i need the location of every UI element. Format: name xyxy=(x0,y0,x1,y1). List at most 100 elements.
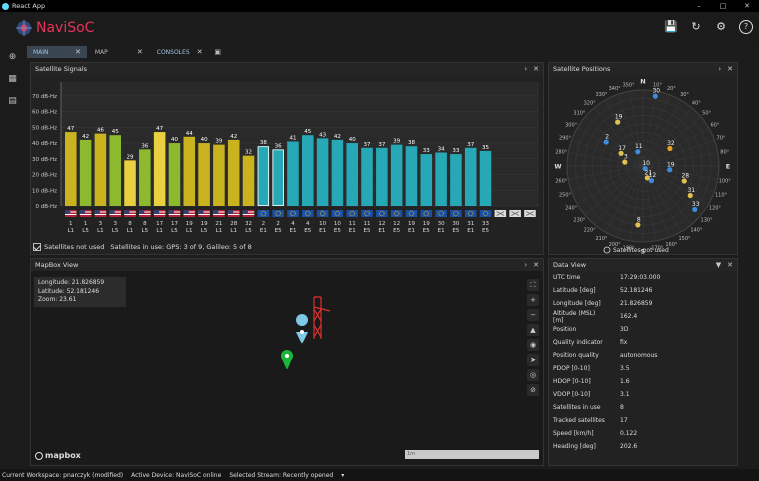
satellite-dot xyxy=(652,93,658,99)
center-icon[interactable]: ◎ xyxy=(527,369,539,381)
signal-bar xyxy=(198,143,210,206)
signal-bar xyxy=(390,144,403,206)
chevron-right-icon[interactable]: › xyxy=(524,65,528,73)
satellite-id-label: 17 xyxy=(156,221,163,227)
bar-value-label: 39 xyxy=(215,139,222,145)
signals-icon[interactable]: ▦ xyxy=(8,74,17,84)
satellite-id-label: 3 xyxy=(99,221,103,227)
row-value: 17:29:03.000 xyxy=(620,274,661,281)
azimuth-label: 310° xyxy=(573,111,586,117)
azimuth-label: 40° xyxy=(692,100,701,106)
eu-flag-icon xyxy=(405,210,418,217)
close-icon[interactable]: ✕ xyxy=(533,261,539,269)
navigate-icon[interactable]: ➤ xyxy=(527,354,539,366)
satellite-id-label: 19 xyxy=(423,221,430,227)
close-window-button[interactable]: ✕ xyxy=(744,2,750,10)
band-label: E1 xyxy=(378,228,385,234)
add-icon[interactable]: ⊕ xyxy=(8,52,17,62)
zoom-out-button[interactable]: − xyxy=(527,309,539,321)
signal-bar xyxy=(464,147,477,206)
tab-consoles[interactable]: CONSOLES ✕ xyxy=(150,46,209,58)
stream-status[interactable]: Selected Stream: Recently opened xyxy=(229,471,334,479)
azimuth-spoke xyxy=(642,165,693,225)
compass-label: S xyxy=(641,248,646,256)
azimuth-spoke xyxy=(642,94,670,167)
refresh-icon[interactable]: ↻ xyxy=(691,20,701,33)
close-icon[interactable]: ✕ xyxy=(136,48,143,56)
satellites-in-use-text: Satellites in use: GPS: 3 of 9, Galileo:… xyxy=(110,243,252,251)
react-icon xyxy=(2,2,9,10)
close-icon[interactable]: ✕ xyxy=(75,48,81,56)
satellites-not-used-checkbox[interactable] xyxy=(33,243,41,251)
eu-flag-icon xyxy=(464,210,477,217)
panel-title: Satellite Signals xyxy=(31,63,543,75)
satellite-dot xyxy=(681,178,687,184)
row-key: Position xyxy=(553,326,577,333)
y-tick-label: 10 dB-Hz xyxy=(32,188,57,194)
us-flag-icon xyxy=(168,210,181,217)
azimuth-label: 110° xyxy=(715,192,728,198)
us-flag-icon xyxy=(124,210,136,217)
azimuth-spoke xyxy=(642,152,718,167)
heading-icon[interactable]: ⊘ xyxy=(527,384,539,396)
chevron-right-icon[interactable]: › xyxy=(524,261,528,269)
eu-flag-icon xyxy=(435,210,447,217)
help-icon[interactable]: ? xyxy=(739,20,753,34)
satellite-label: 17 xyxy=(618,145,626,152)
close-icon[interactable]: ✕ xyxy=(727,65,733,73)
azimuth-label: 140° xyxy=(690,228,703,234)
maximize-button[interactable]: □ xyxy=(719,2,727,10)
document-icon[interactable]: ▤ xyxy=(8,96,17,106)
satellite-label: 2 xyxy=(605,134,609,141)
y-tick-label: 0 dB-Hz xyxy=(35,204,57,210)
row-key: Latitude [deg] xyxy=(553,287,596,294)
signal-bar xyxy=(287,141,299,206)
minimize-button[interactable]: – xyxy=(697,2,701,10)
azimuth-label: 10° xyxy=(653,82,662,88)
table-row: Satellites in use 8 xyxy=(549,401,737,414)
azimuth-spoke xyxy=(584,116,644,167)
signal-bar xyxy=(302,135,314,206)
satellite-id-label: 4 xyxy=(291,221,295,227)
data-view-table: UTC time 17:29:03.000 Latitude [deg] 52.181… xyxy=(549,271,737,453)
chevron-down-icon[interactable]: ▾ xyxy=(341,471,345,479)
band-label: L1 xyxy=(156,228,163,234)
signal-bar xyxy=(272,149,284,206)
gear-icon[interactable]: ⚙ xyxy=(716,20,726,33)
filter-icon[interactable]: ▼ xyxy=(715,261,722,269)
band-label: E5 xyxy=(304,228,311,234)
azimuth-spoke xyxy=(604,165,644,232)
satellite-label: 19 xyxy=(615,114,623,121)
row-value: 202.6 xyxy=(620,443,638,450)
table-row: Altitude (MSL) [m] 162.4 xyxy=(549,310,737,324)
satellite-id-label: 19 xyxy=(408,221,415,227)
compass-icon[interactable]: ▲ xyxy=(527,324,539,336)
satellite-id-label: 21 xyxy=(215,221,222,227)
satellite-id-label: 12 xyxy=(378,221,385,227)
satellite-id-label: 3 xyxy=(113,221,117,227)
new-tab-icon[interactable]: ▣ xyxy=(214,48,221,56)
satellite-id-label: 32 xyxy=(245,221,252,227)
save-icon[interactable]: 💾 xyxy=(664,20,678,33)
tab-main[interactable]: MAIN ✕ xyxy=(27,46,87,58)
bar-value-label: 36 xyxy=(275,143,282,149)
us-flag-icon xyxy=(198,210,210,217)
tab-label: MAP xyxy=(94,48,108,56)
checkbox-label: Satellites not used xyxy=(44,243,105,251)
fullscreen-icon[interactable]: ⛶ xyxy=(527,279,539,291)
band-label: E1 xyxy=(349,228,356,234)
tab-map[interactable]: MAP ✕ xyxy=(88,46,149,58)
table-row: PDOP [0-10] 3.5 xyxy=(549,362,737,375)
close-icon[interactable]: ✕ xyxy=(196,48,203,56)
signal-bar xyxy=(346,143,358,206)
close-icon[interactable]: ✕ xyxy=(533,65,539,73)
signal-bar xyxy=(479,150,492,206)
signals-chart: 0 dB-Hz 10 dB-Hz 20 dB-Hz 30 dB-Hz 40 dB-Hz 5… xyxy=(32,82,539,234)
chevron-right-icon[interactable]: › xyxy=(718,65,722,73)
azimuth-label: 190° xyxy=(623,246,636,252)
zoom-in-button[interactable]: + xyxy=(527,294,539,306)
row-key: Satellites in use xyxy=(553,404,601,411)
table-row: Speed [km/h] 0.122 xyxy=(549,427,737,440)
close-icon[interactable]: ✕ xyxy=(727,261,733,269)
locate-icon[interactable]: ◉ xyxy=(527,339,539,351)
